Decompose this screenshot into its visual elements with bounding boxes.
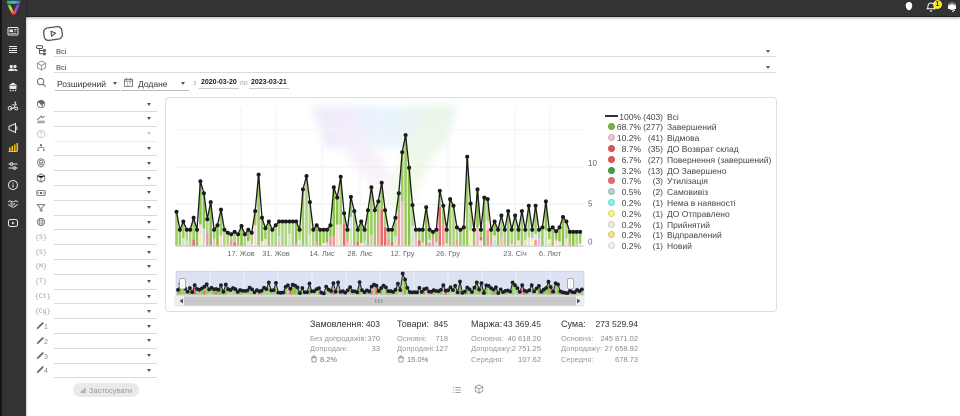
- svg-text:28. Лис: 28. Лис: [347, 249, 373, 258]
- svg-text:⋮: ⋮: [568, 283, 574, 289]
- svg-text:26. Гру: 26. Гру: [436, 249, 460, 258]
- svg-text:12. Гру: 12. Гру: [391, 249, 415, 258]
- svg-text:31. Жов: 31. Жов: [262, 249, 290, 258]
- svg-text:23. Січ: 23. Січ: [503, 249, 527, 258]
- svg-text:17: 17: [126, 81, 131, 86]
- svg-text:10: 10: [588, 159, 597, 168]
- svg-text:0: 0: [588, 238, 593, 247]
- svg-text:6. Лют: 6. Лют: [539, 249, 562, 258]
- svg-text:14. Лис: 14. Лис: [309, 249, 335, 258]
- svg-text:⋮: ⋮: [180, 283, 186, 289]
- svg-text:17. Жов: 17. Жов: [227, 249, 255, 258]
- svg-text:5: 5: [588, 200, 593, 209]
